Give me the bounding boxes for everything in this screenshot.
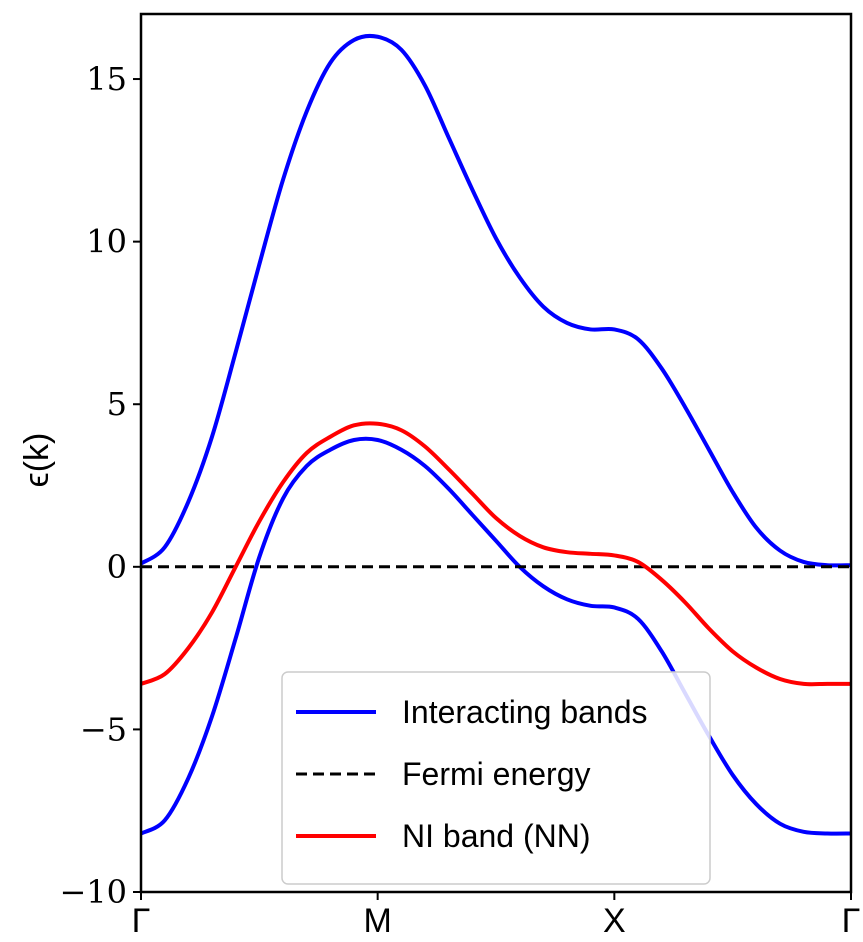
axes-border — [139, 12, 853, 894]
legend-label: NI band (NN) — [402, 818, 591, 854]
tick-layer: −10 −5 0 5 10 15 Γ M X Γ — [59, 60, 860, 940]
x-tick-label: X — [603, 902, 626, 940]
legend-label: Interacting bands — [402, 694, 648, 730]
series-line-ni-band-nn — [140, 421, 851, 687]
legend-label: Fermi energy — [402, 756, 591, 792]
y-tick-label: 10 — [86, 223, 127, 261]
series-line-interacting-bands — [139, 33, 852, 568]
y-tick-label: 15 — [86, 60, 127, 98]
y-tick-label: −10 — [59, 873, 127, 911]
series-layer — [139, 33, 852, 836]
axes-frame — [139, 12, 853, 894]
y-axis-label: ϵ(k) — [18, 433, 56, 488]
x-tick-label: Γ — [132, 902, 151, 940]
series-line-interacting-bands-lower — [140, 436, 852, 836]
x-tick-label: Γ — [842, 902, 861, 940]
y-tick-label: 0 — [107, 548, 127, 586]
y-tick-label: −5 — [80, 710, 127, 748]
legend-box — [281, 671, 711, 885]
y-tick-label: 5 — [107, 385, 127, 423]
x-tick-label: M — [364, 902, 392, 940]
legend: Interacting bands Fermi energy NI band (NN… — [281, 671, 711, 885]
